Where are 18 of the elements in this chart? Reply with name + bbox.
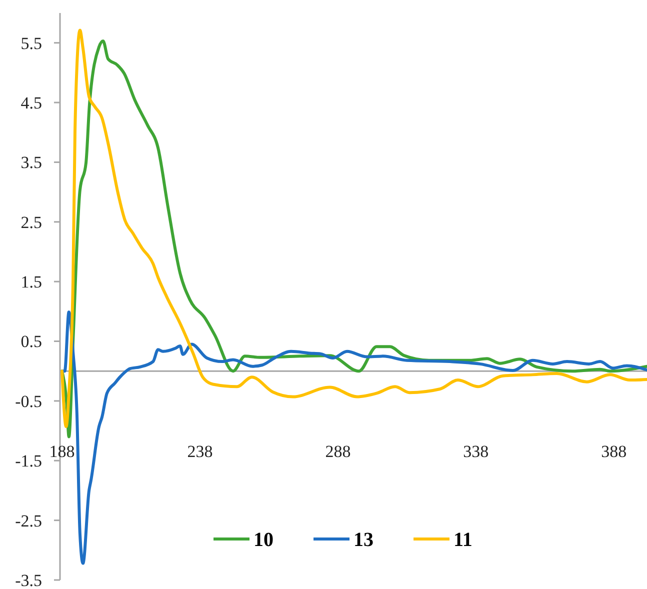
legend-label: 10 <box>254 529 274 551</box>
y-tick-label: 1.5 <box>20 272 42 292</box>
y-tick-label: -3.5 <box>15 570 42 589</box>
y-tick-label: 2.5 <box>20 212 42 232</box>
x-tick-label: 338 <box>463 442 489 462</box>
x-tick-label: 288 <box>325 442 351 462</box>
y-tick-label: -2.5 <box>15 511 42 530</box>
y-tick-label: 3.5 <box>20 153 42 172</box>
y-tick-label: -1.5 <box>15 452 42 471</box>
y-tick-label: 5.5 <box>20 34 42 53</box>
x-tick-label: 188 <box>49 442 75 462</box>
y-tick-label: -0.5 <box>15 392 42 411</box>
y-tick-label: 4.5 <box>20 93 42 112</box>
x-tick-label: 238 <box>187 442 213 462</box>
y-tick-label: 0.5 <box>20 332 42 352</box>
x-tick-label: 388 <box>601 442 627 462</box>
legend-label: 13 <box>354 529 374 551</box>
legend-label: 11 <box>454 529 472 551</box>
